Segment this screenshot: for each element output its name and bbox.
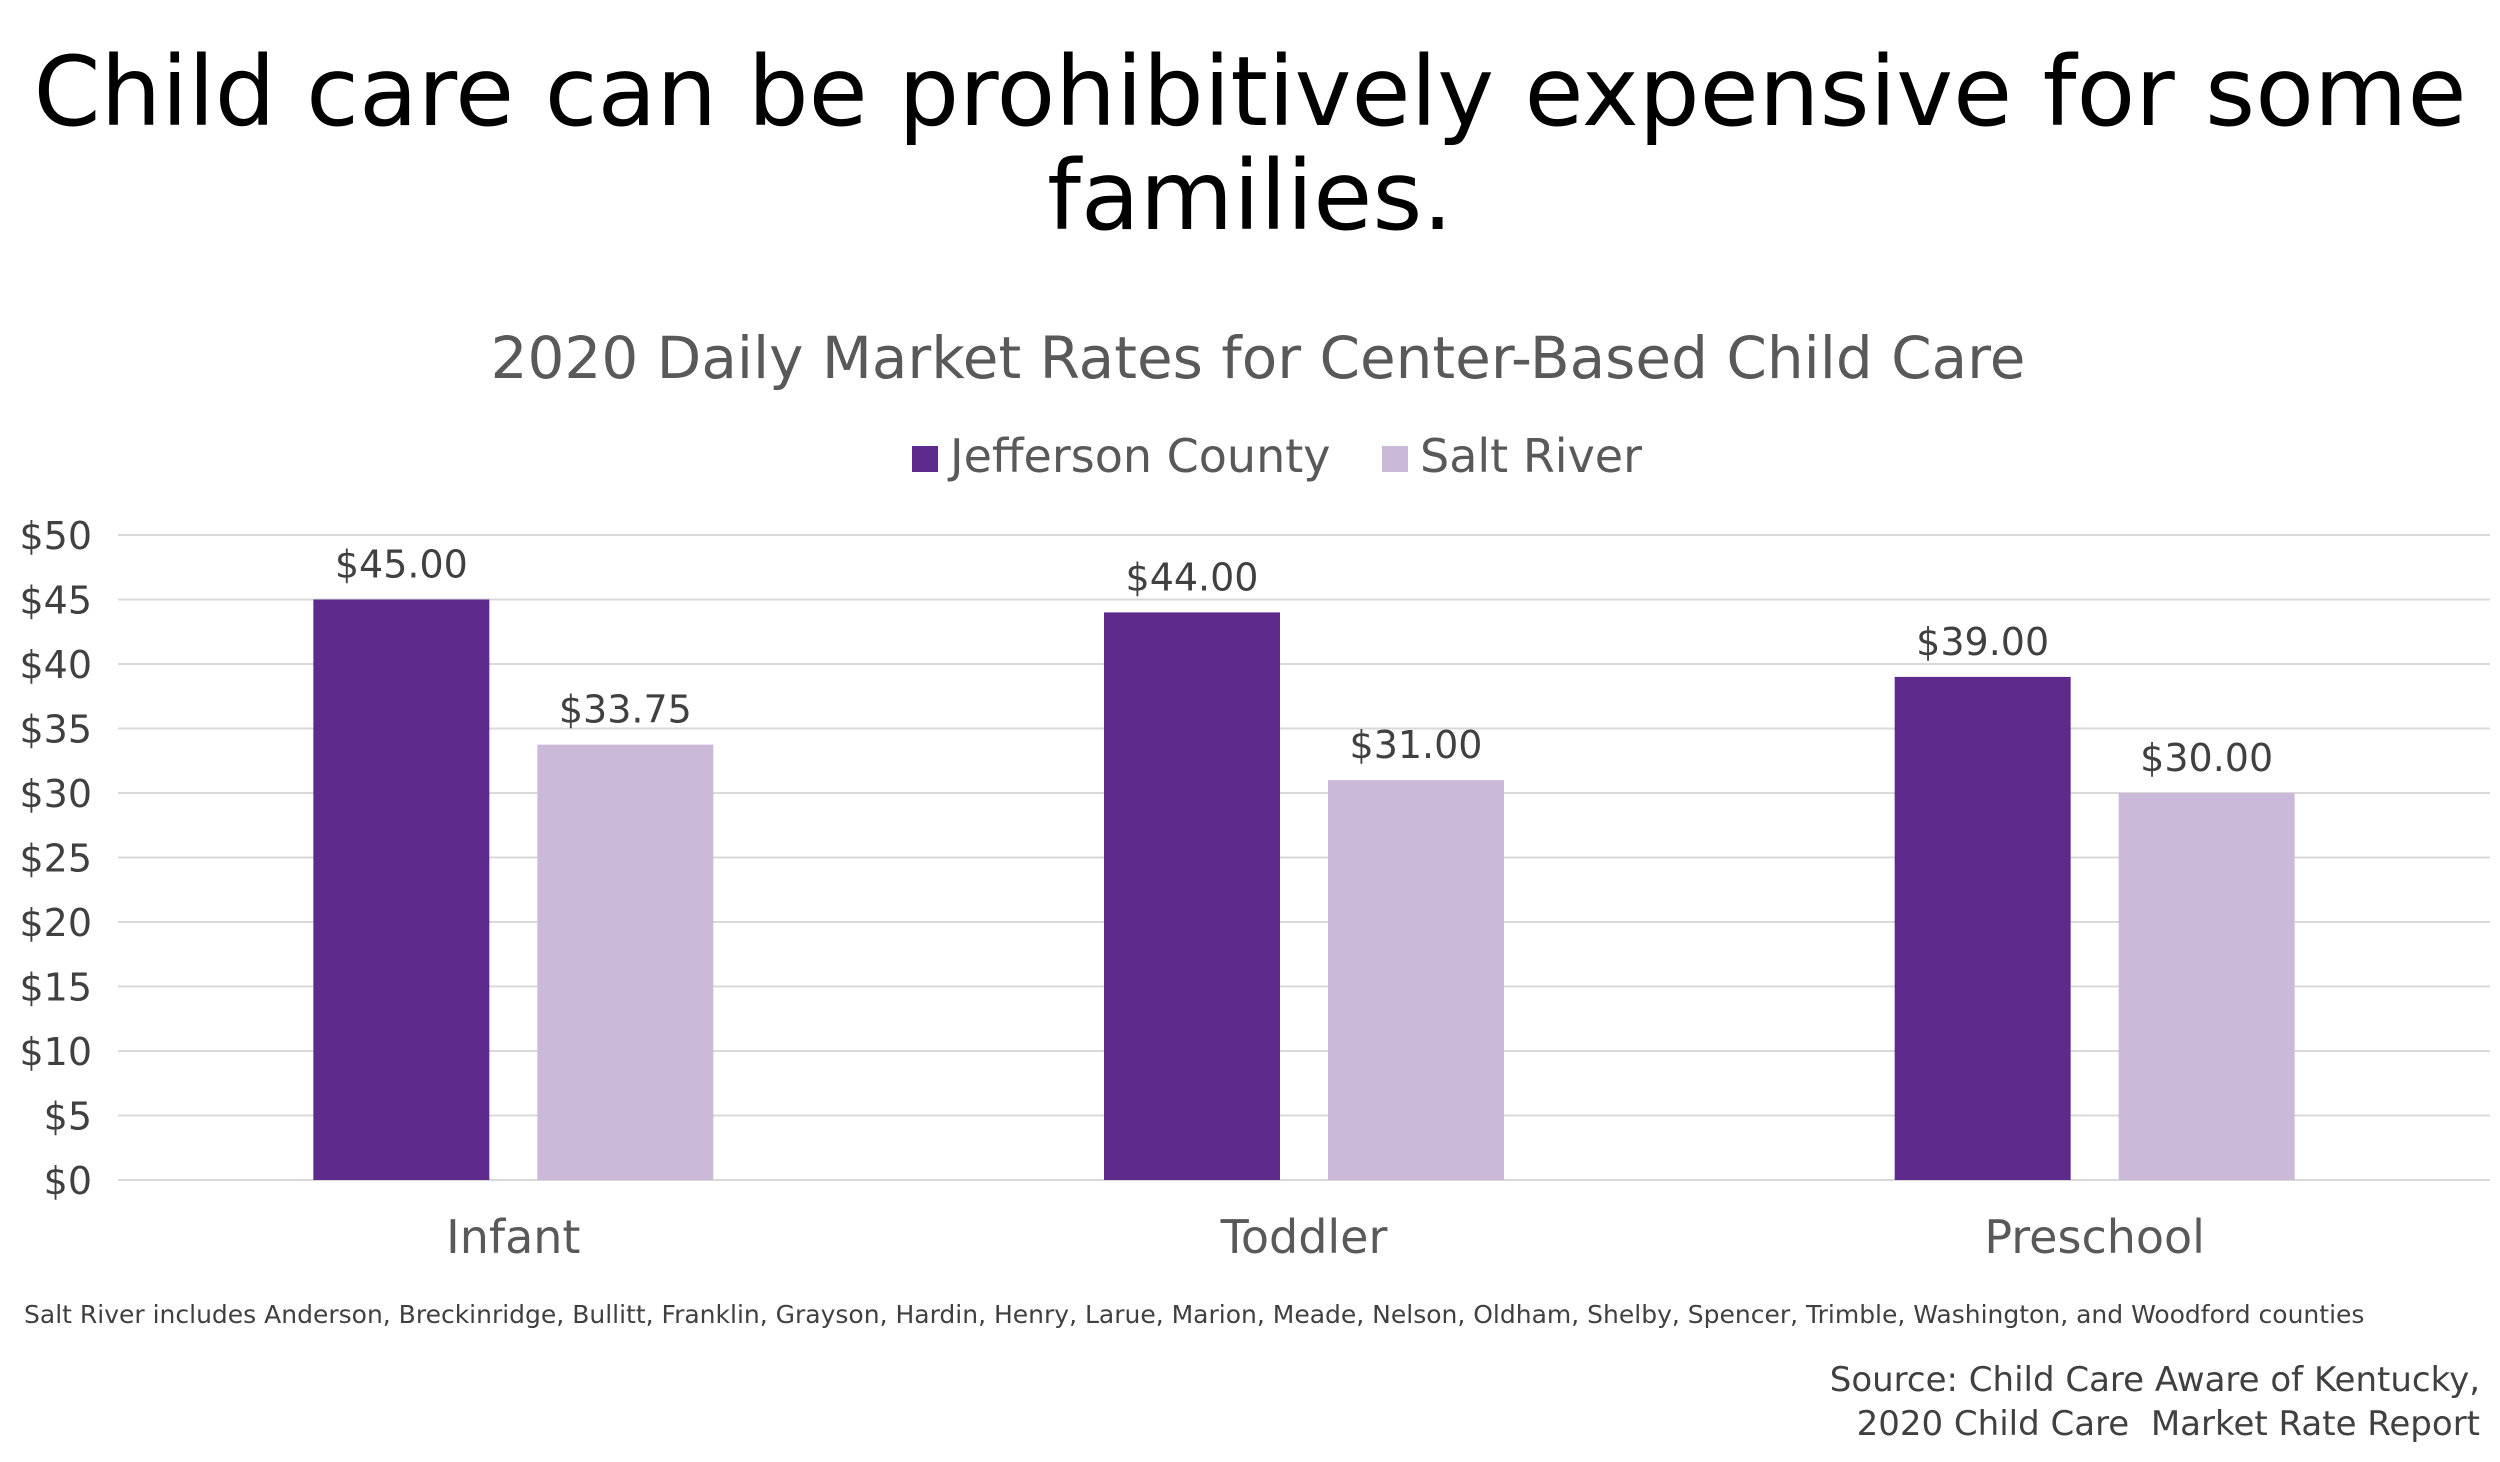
y-tick-label: $40 <box>19 643 92 687</box>
bar <box>1328 780 1504 1180</box>
y-axis-labels: $0 $5 $10 $15 $20 $25 $30 $35 $40 $45 $50 <box>19 514 92 1203</box>
y-tick-label: $5 <box>44 1095 92 1139</box>
bar <box>1894 676 2071 1180</box>
chart-title: 2020 Daily Market Rates for Center-Based… <box>491 324 2026 392</box>
bars-group: $45.00 $33.75 $44.00 $31.00 $39.00 $30.00 <box>313 543 2295 1180</box>
legend-swatch <box>912 446 938 472</box>
bar <box>537 744 714 1180</box>
bar-value-label: $45.00 <box>335 543 468 587</box>
chart-legend: Jefferson County Salt River <box>912 429 1642 483</box>
footnote-salt-river: Salt River includes Anderson, Breckinrid… <box>24 1300 2365 1329</box>
bar-value-label: $31.00 <box>1350 723 1483 767</box>
y-gridlines <box>118 534 2490 1181</box>
y-tick-label: $45 <box>19 579 92 623</box>
bar <box>313 599 490 1180</box>
y-tick-label: $35 <box>19 708 92 752</box>
x-axis-labels: Infant Toddler Preschool <box>446 1210 2205 1264</box>
legend-swatch <box>1382 446 1408 472</box>
source-line-2: 2020 Child Care Market Rate Report <box>1856 1404 2480 1444</box>
slide-title: Child care can be prohibitively expensiv… <box>33 36 2467 252</box>
source-line-1: Source: Child Care Aware of Kentucky, <box>1829 1360 2480 1400</box>
x-category-label: Toddler <box>1220 1210 1388 1264</box>
y-tick-label: $0 <box>44 1159 92 1203</box>
bar <box>2118 793 2295 1180</box>
x-category-label: Preschool <box>1984 1210 2205 1264</box>
bar-value-label: $33.75 <box>559 688 692 732</box>
source-citation: Source: Child Care Aware of Kentucky, 20… <box>1830 1358 2480 1446</box>
bar-value-label: $39.00 <box>1916 620 2049 664</box>
y-tick-label: $10 <box>19 1030 92 1074</box>
y-tick-label: $50 <box>19 514 92 558</box>
legend-label: Salt River <box>1420 429 1642 483</box>
y-tick-label: $15 <box>19 966 92 1010</box>
x-category-label: Infant <box>446 1210 580 1264</box>
bar <box>1104 612 1280 1180</box>
y-tick-label: $25 <box>19 837 92 881</box>
bar-value-label: $30.00 <box>2140 736 2273 780</box>
y-tick-label: $30 <box>19 772 92 816</box>
bar-value-label: $44.00 <box>1126 555 1259 599</box>
y-tick-label: $20 <box>19 901 92 945</box>
legend-label: Jefferson County <box>947 429 1331 483</box>
